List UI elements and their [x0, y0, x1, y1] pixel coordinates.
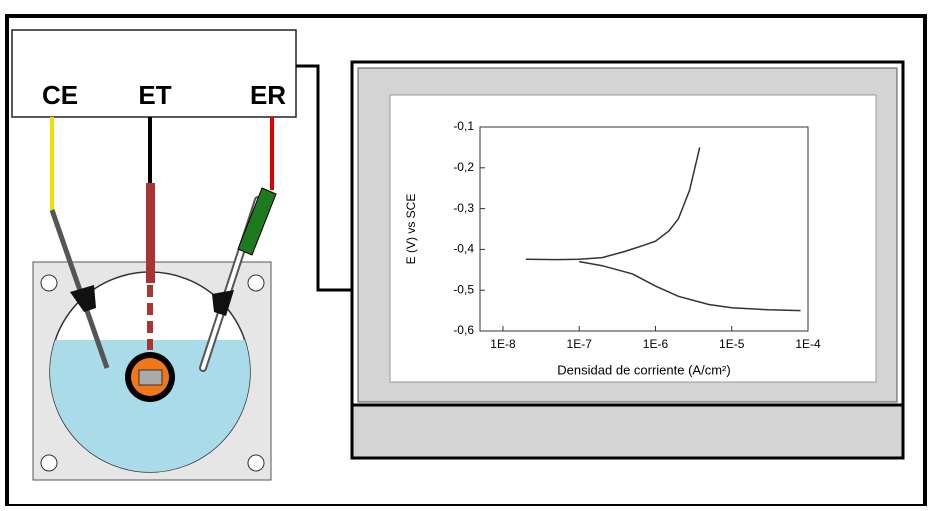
plot-area [479, 126, 809, 332]
electrode-label: ER [250, 80, 286, 110]
reference-cap [237, 187, 277, 256]
curve [525, 147, 701, 261]
screen [389, 94, 877, 383]
y-tick-label: -0,6 [453, 323, 474, 337]
x-axis-label: Densidad de corriente (A/cm²) [557, 362, 730, 377]
x-tick-label: 1E-6 [643, 337, 669, 351]
y-tick-label: -0,4 [453, 242, 474, 256]
screws [40, 274, 265, 472]
y-tick-label: -0,2 [453, 160, 474, 174]
curve [579, 260, 801, 312]
x-tick-label: 1E-5 [719, 337, 745, 351]
seal [70, 285, 96, 312]
x-tick-label: 1E-4 [795, 337, 821, 351]
counter-electrode [49, 209, 110, 369]
electrode-label: CE [42, 80, 78, 110]
potentiostat [11, 29, 297, 118]
cable [296, 64, 352, 292]
x-tick-label: 1E-7 [567, 337, 593, 351]
monitor-base [350, 403, 905, 460]
working-electrode [146, 183, 155, 283]
x-tick-label: 1E-8 [490, 337, 516, 351]
y-tick-label: -0,1 [453, 119, 474, 133]
y-tick-label: -0,5 [453, 282, 474, 296]
y-tick-label: -0,3 [453, 201, 474, 215]
chart: E (V) vs SCE Densidad de corriente (A/cm… [404, 119, 821, 377]
sample [138, 369, 163, 386]
seal [212, 290, 234, 316]
electrode-label: ET [138, 80, 171, 110]
y-axis-label: E (V) vs SCE [404, 194, 418, 265]
